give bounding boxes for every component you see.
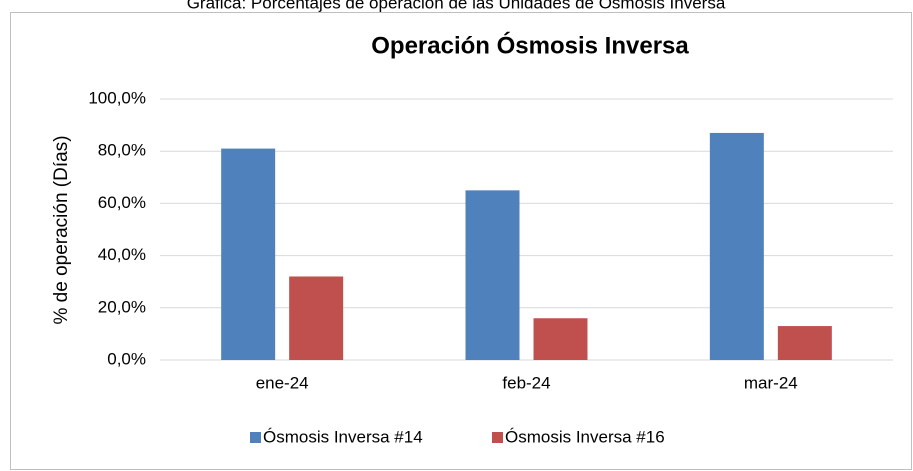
y-axis-label: % de operación (Días) <box>51 135 72 324</box>
y-tick-label: 20,0% <box>98 297 146 316</box>
bar <box>709 132 764 360</box>
y-tick-label: 100,0% <box>88 88 146 107</box>
y-tick-label: 0,0% <box>107 349 146 368</box>
x-tick-label: ene-24 <box>256 373 309 392</box>
chart-border <box>10 12 912 470</box>
legend-swatch <box>250 432 261 443</box>
legend-swatch <box>492 432 503 443</box>
bar <box>221 148 276 360</box>
bar <box>533 318 588 360</box>
legend-label: Ósmosis Inversa #16 <box>505 427 665 446</box>
chart-title: Operación Ósmosis Inversa <box>371 31 689 59</box>
legend-label: Ósmosis Inversa #14 <box>263 427 423 446</box>
x-tick-label: feb-24 <box>502 373 550 392</box>
bar <box>289 276 344 360</box>
caption: Gráfica: Porcentajes de operación de las… <box>187 0 726 12</box>
bar <box>465 190 520 360</box>
y-tick-label: 80,0% <box>98 141 146 160</box>
x-tick-label: mar-24 <box>744 373 798 392</box>
y-tick-label: 60,0% <box>98 193 146 212</box>
bar <box>777 326 832 360</box>
y-tick-label: 40,0% <box>98 245 146 264</box>
